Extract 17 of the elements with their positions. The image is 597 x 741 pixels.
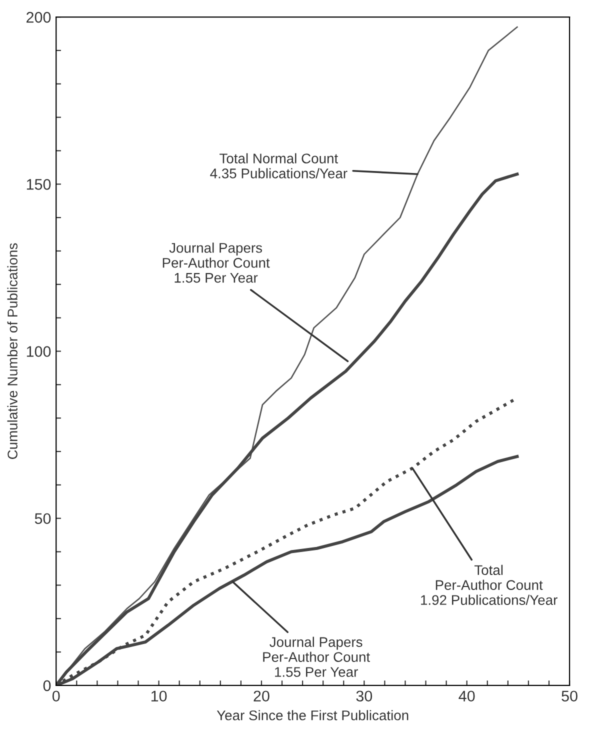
x-tick-label: 30 (356, 690, 372, 702)
x-tick-label: 10 (151, 690, 167, 702)
x-tick-label: 50 (562, 690, 578, 702)
x-axis-title: Year Since the First Publication (216, 710, 408, 720)
y-tick-label: 50 (34, 513, 51, 524)
annotation: Total Per-Author Count 1.92 Publications/Year (421, 564, 558, 605)
y-tick-label: 0 (43, 680, 51, 692)
y-axis-title: Cumulative Number of Publications (7, 243, 18, 459)
annotation: Total Normal Count 4.35 Publications/Year (210, 153, 348, 178)
y-tick-label: 200 (26, 12, 51, 23)
y-tick-label: 150 (26, 179, 51, 190)
annotation: Journal Papers Per-Author Count 1.55 Per Year (263, 636, 370, 677)
x-tick-label: 20 (254, 690, 270, 702)
x-tick-label: 0 (52, 690, 60, 702)
x-tick-label: 40 (458, 690, 475, 702)
y-tick-label: 100 (26, 346, 51, 357)
annotation: Journal Papers Per-Author Count 1.55 Per Year (162, 242, 270, 283)
